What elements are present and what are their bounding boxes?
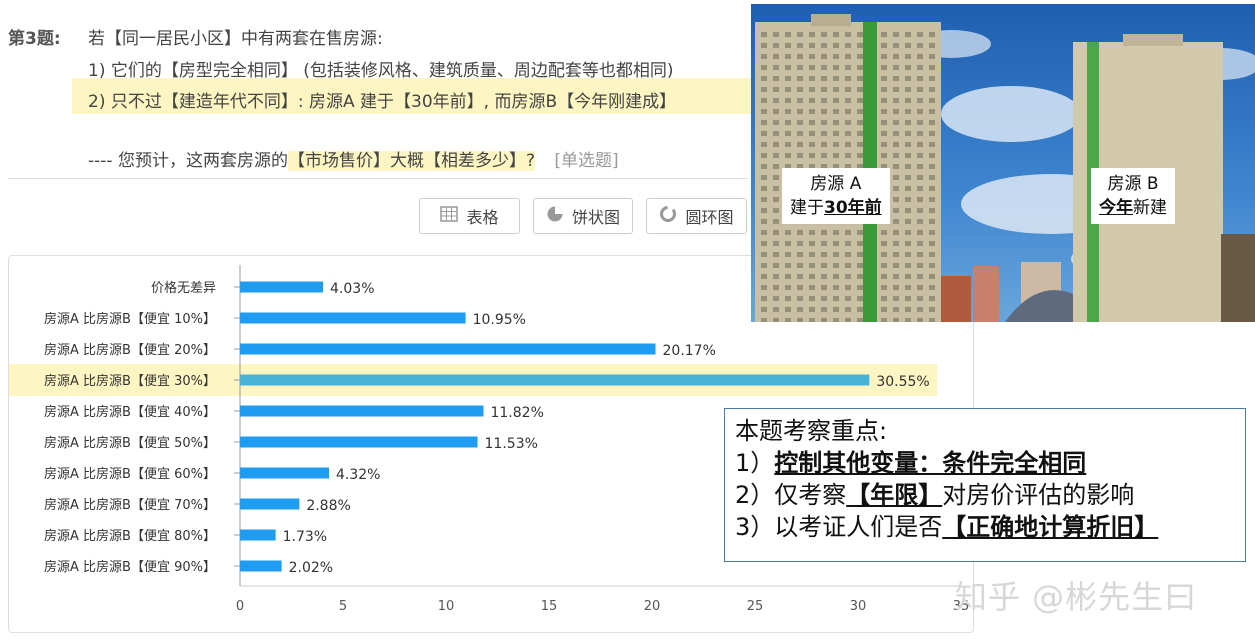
question-line-1: 1) 它们的【房型完全相同】 (包括装修风格、建筑质量、周边配套等也都相同) — [88, 61, 674, 81]
key-point-1-bold: 控制其他变量：条件完全相同 — [774, 449, 1087, 477]
x-tick-label: 10 — [438, 599, 455, 614]
bar — [240, 312, 466, 324]
data-label: 2.02% — [289, 560, 333, 576]
house-a-age-bold: 30年前 — [824, 198, 882, 218]
question-line-2: 2) 只不过【建造年代不同】: 房源A 建于【30年前】, 而房源B【今年刚建成… — [88, 92, 677, 112]
table-view-label: 表格 — [466, 208, 499, 227]
table-view-button[interactable]: 表格 — [419, 198, 520, 234]
x-tick-label: 15 — [541, 599, 558, 614]
bar — [240, 281, 324, 293]
category-label: 房源A 比房源B【便宜 30%】 — [44, 373, 216, 389]
bar — [240, 436, 478, 448]
house-a-age-prefix: 建于 — [790, 198, 824, 218]
house-a-age: 建于30年前 — [790, 196, 882, 220]
category-label: 房源A 比房源B【便宜 90%】 — [44, 559, 216, 575]
question-line-0: 若【同一居民小区】中有两套在售房源: — [88, 29, 383, 49]
category-label: 房源A 比房源B【便宜 80%】 — [44, 528, 216, 544]
category-label: 房源A 比房源B【便宜 60%】 — [44, 466, 216, 482]
house-b-title: 房源 B — [1107, 174, 1159, 194]
key-points-title: 本题考察重点: — [735, 417, 888, 445]
data-label: 1.73% — [283, 529, 327, 545]
x-tick-label: 30 — [850, 599, 867, 614]
category-label: 房源A 比房源B【便宜 10%】 — [44, 311, 216, 327]
house-a-label: 房源 A 建于30年前 — [782, 168, 890, 224]
data-label: 30.55% — [876, 374, 929, 390]
category-label: 房源A 比房源B【便宜 20%】 — [44, 342, 216, 358]
data-label: 4.03% — [330, 281, 374, 297]
x-tick-label: 35 — [953, 599, 970, 614]
house-a-title: 房源 A — [810, 174, 862, 194]
key-point-2-prefix: 2）仅考察 — [735, 481, 847, 509]
key-point-3-bold: 【正确地计算折旧】 — [942, 513, 1159, 541]
x-tick-label: 0 — [236, 599, 244, 614]
house-b-age-bold: 今年 — [1099, 198, 1133, 218]
building-photo: 房源 A 建于30年前 房源 B 今年新建 — [751, 4, 1255, 322]
house-b-age: 今年新建 — [1099, 196, 1167, 220]
bar — [240, 405, 484, 417]
watermark: 知乎 @彬先生曰 — [955, 578, 1198, 616]
donut-view-label: 圆环图 — [685, 208, 734, 227]
question-number: 第3题: — [8, 29, 61, 49]
donut-view-button[interactable]: 圆环图 — [646, 198, 747, 234]
bar — [240, 467, 329, 479]
question-line-3: ---- 您预计，这两套房源的【市场售价】大概【相差多少】? [单选题] — [88, 146, 619, 171]
data-label: 10.95% — [473, 312, 526, 328]
key-point-3: 3）以考证人们是否【正确地计算折旧】 — [735, 511, 1235, 543]
pie-view-label: 饼状图 — [571, 208, 620, 227]
data-label: 2.88% — [306, 498, 350, 514]
key-point-2-bold: 【年限】 — [846, 481, 943, 509]
data-label: 11.53% — [485, 436, 538, 452]
pie-chart-icon — [546, 205, 564, 227]
key-point-1-prefix: 1） — [735, 449, 775, 477]
bar — [240, 498, 300, 510]
data-label: 4.32% — [336, 467, 380, 483]
bar — [240, 529, 276, 541]
key-point-2: 2）仅考察【年限】对房价评估的影响 — [735, 479, 1235, 511]
house-b-label: 房源 B 今年新建 — [1091, 168, 1175, 224]
key-point-1: 1）控制其他变量：条件完全相同 — [735, 447, 1235, 479]
data-label: 11.82% — [490, 405, 543, 421]
bar — [240, 343, 656, 355]
table-icon — [440, 206, 459, 226]
bar-chart: 价格无差异 4.03% 房源A 比房源B【便宜 10%】 10.95% 房源A 比房源B… — [9, 265, 970, 614]
key-points-box: 本题考察重点: 1）控制其他变量：条件完全相同 2）仅考察【年限】对房价评估的影… — [724, 408, 1246, 562]
key-point-3-prefix: 3）以考证人们是否 — [735, 513, 943, 541]
divider — [8, 178, 748, 179]
question-highlight-bg — [72, 78, 762, 114]
x-tick-label: 5 — [339, 599, 347, 614]
key-point-2-suffix: 对房价评估的影响 — [942, 481, 1135, 509]
question-prefix: ---- 您预计，这两套房源的 — [88, 151, 288, 171]
category-label: 房源A 比房源B【便宜 50%】 — [44, 435, 216, 451]
category-label: 价格无差异 — [151, 280, 216, 296]
house-b-age-suffix: 新建 — [1133, 198, 1167, 218]
bar — [240, 560, 282, 572]
question-type-tag: [单选题] — [554, 151, 619, 171]
donut-chart-icon — [659, 205, 677, 227]
x-tick-label: 25 — [747, 599, 764, 614]
question-highlight: 【市场售价】大概【相差多少】? — [287, 151, 535, 171]
pie-view-button[interactable]: 饼状图 — [533, 198, 633, 234]
x-tick-label: 20 — [644, 599, 661, 614]
bar — [240, 374, 870, 386]
category-label: 房源A 比房源B【便宜 40%】 — [44, 404, 216, 420]
category-label: 房源A 比房源B【便宜 70%】 — [44, 497, 216, 513]
data-label: 20.17% — [663, 343, 716, 359]
